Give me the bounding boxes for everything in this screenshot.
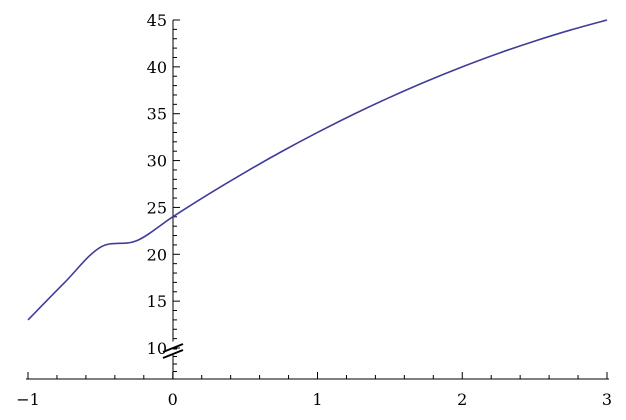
- y-tick-label: 35: [147, 105, 167, 124]
- x-tick-label: 1: [312, 390, 322, 409]
- y-tick-label: 25: [147, 198, 167, 217]
- x-tick-label: −1: [16, 390, 40, 409]
- ticks: [27, 19, 608, 379]
- y-tick-label: 45: [147, 11, 167, 30]
- y-tick-label: 30: [147, 152, 167, 171]
- y-tick-label: 15: [147, 292, 167, 311]
- y-tick-label: 10: [147, 339, 167, 358]
- series-line: [27, 19, 608, 321]
- y-tick-label: 40: [147, 58, 167, 77]
- axes: [26, 20, 609, 380]
- x-tick-label: 0: [168, 390, 178, 409]
- tick-labels: −1 0 1 2 3 10 15 20 25 30 35 40 45: [16, 11, 612, 409]
- series: [27, 19, 608, 321]
- y-tick-label: 20: [147, 245, 167, 264]
- x-tick-label: 3: [602, 390, 612, 409]
- axis-break-mark: [162, 349, 184, 359]
- x-tick-label: 2: [457, 390, 467, 409]
